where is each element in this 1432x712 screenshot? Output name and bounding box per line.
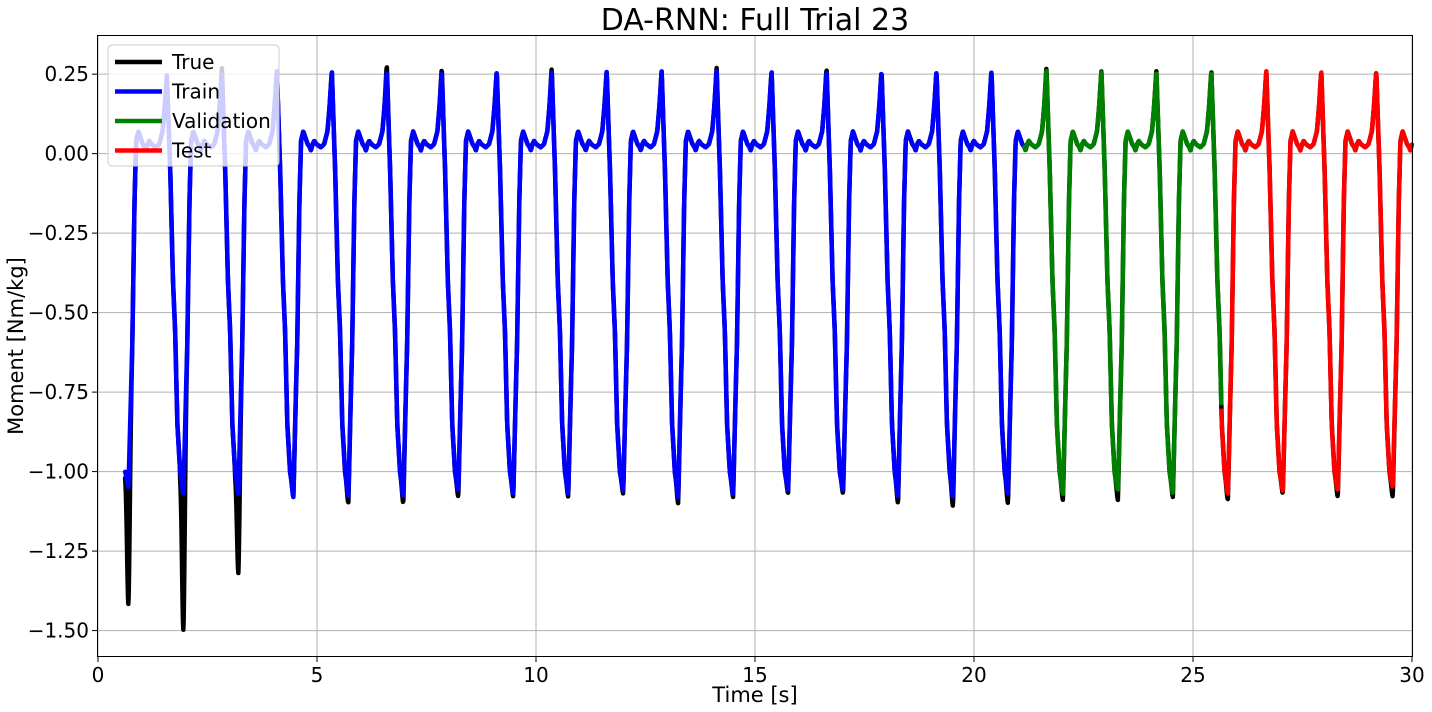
y-tick-label: −1.00 bbox=[28, 460, 89, 484]
x-tick-label: 30 bbox=[1399, 663, 1424, 687]
x-axis-label: Time [s] bbox=[711, 683, 797, 707]
y-tick-label: −1.50 bbox=[28, 619, 89, 643]
y-tick-label: 0.25 bbox=[44, 62, 89, 86]
series-line-test bbox=[1219, 68, 1414, 496]
legend-label-true: True bbox=[171, 50, 214, 74]
legend-label-test: Test bbox=[171, 139, 212, 163]
x-tick-label: 5 bbox=[311, 663, 324, 687]
x-tick-label: 10 bbox=[523, 663, 548, 687]
x-axis-ticks: 0 5 10 15 20 25 30 bbox=[92, 656, 1425, 687]
x-tick-label: 25 bbox=[1180, 663, 1205, 687]
y-tick-label: −0.25 bbox=[28, 221, 89, 245]
y-axis-label: Moment [Nm/kg] bbox=[4, 257, 28, 435]
x-tick-label: 0 bbox=[92, 663, 105, 687]
legend-label-validation: Validation bbox=[172, 109, 271, 133]
legend-label-train: Train bbox=[171, 80, 220, 104]
series-line-validation bbox=[1022, 68, 1224, 497]
y-tick-label: −0.50 bbox=[28, 301, 89, 325]
legend-box bbox=[107, 44, 280, 167]
y-tick-label: −0.75 bbox=[28, 380, 89, 404]
x-tick-label: 20 bbox=[961, 663, 986, 687]
y-axis-ticks: 0.25 0.00 −0.25 −0.50 −0.75 −1.00 −1.25 −1.50 bbox=[28, 62, 98, 643]
legend: True Train Validation Test bbox=[107, 44, 280, 167]
chart-title: DA-RNN: Full Trial 23 bbox=[601, 3, 909, 38]
y-tick-label: 0.00 bbox=[44, 142, 89, 166]
y-tick-label: −1.25 bbox=[28, 539, 89, 563]
x-tick-label: 15 bbox=[742, 663, 767, 687]
plot-series bbox=[122, 65, 1415, 633]
